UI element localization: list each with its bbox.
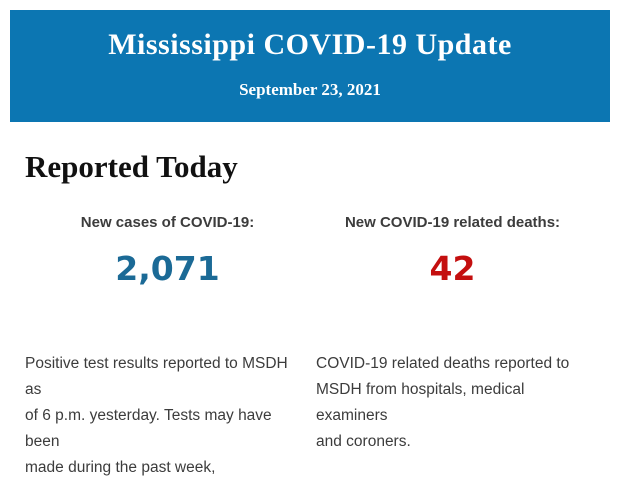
header-banner: Mississippi COVID-19 Update September 23… bbox=[10, 10, 610, 122]
descriptions-row: Positive test results reported to MSDH a… bbox=[25, 351, 595, 481]
deaths-column: New COVID-19 related deaths: 42 bbox=[310, 214, 595, 285]
deaths-value: 42 bbox=[429, 249, 476, 288]
cases-description: Positive test results reported to MSDH a… bbox=[25, 355, 288, 476]
newsletter-title: Mississippi COVID-19 Update bbox=[108, 28, 512, 61]
stats-row: New cases of COVID-19: 2,071 New COVID-1… bbox=[25, 214, 595, 285]
main-content: Reported Today New cases of COVID-19: 2,… bbox=[0, 148, 620, 481]
cases-column: New cases of COVID-19: 2,071 bbox=[25, 214, 310, 285]
deaths-description: COVID-19 related deaths reported to MSDH… bbox=[316, 355, 570, 450]
cases-value: 2,071 bbox=[115, 249, 220, 288]
section-heading: Reported Today bbox=[25, 149, 238, 184]
deaths-label: New COVID-19 related deaths: bbox=[344, 214, 561, 231]
newsletter-date: September 23, 2021 bbox=[239, 80, 381, 99]
cases-label: New cases of COVID-19: bbox=[80, 214, 255, 231]
